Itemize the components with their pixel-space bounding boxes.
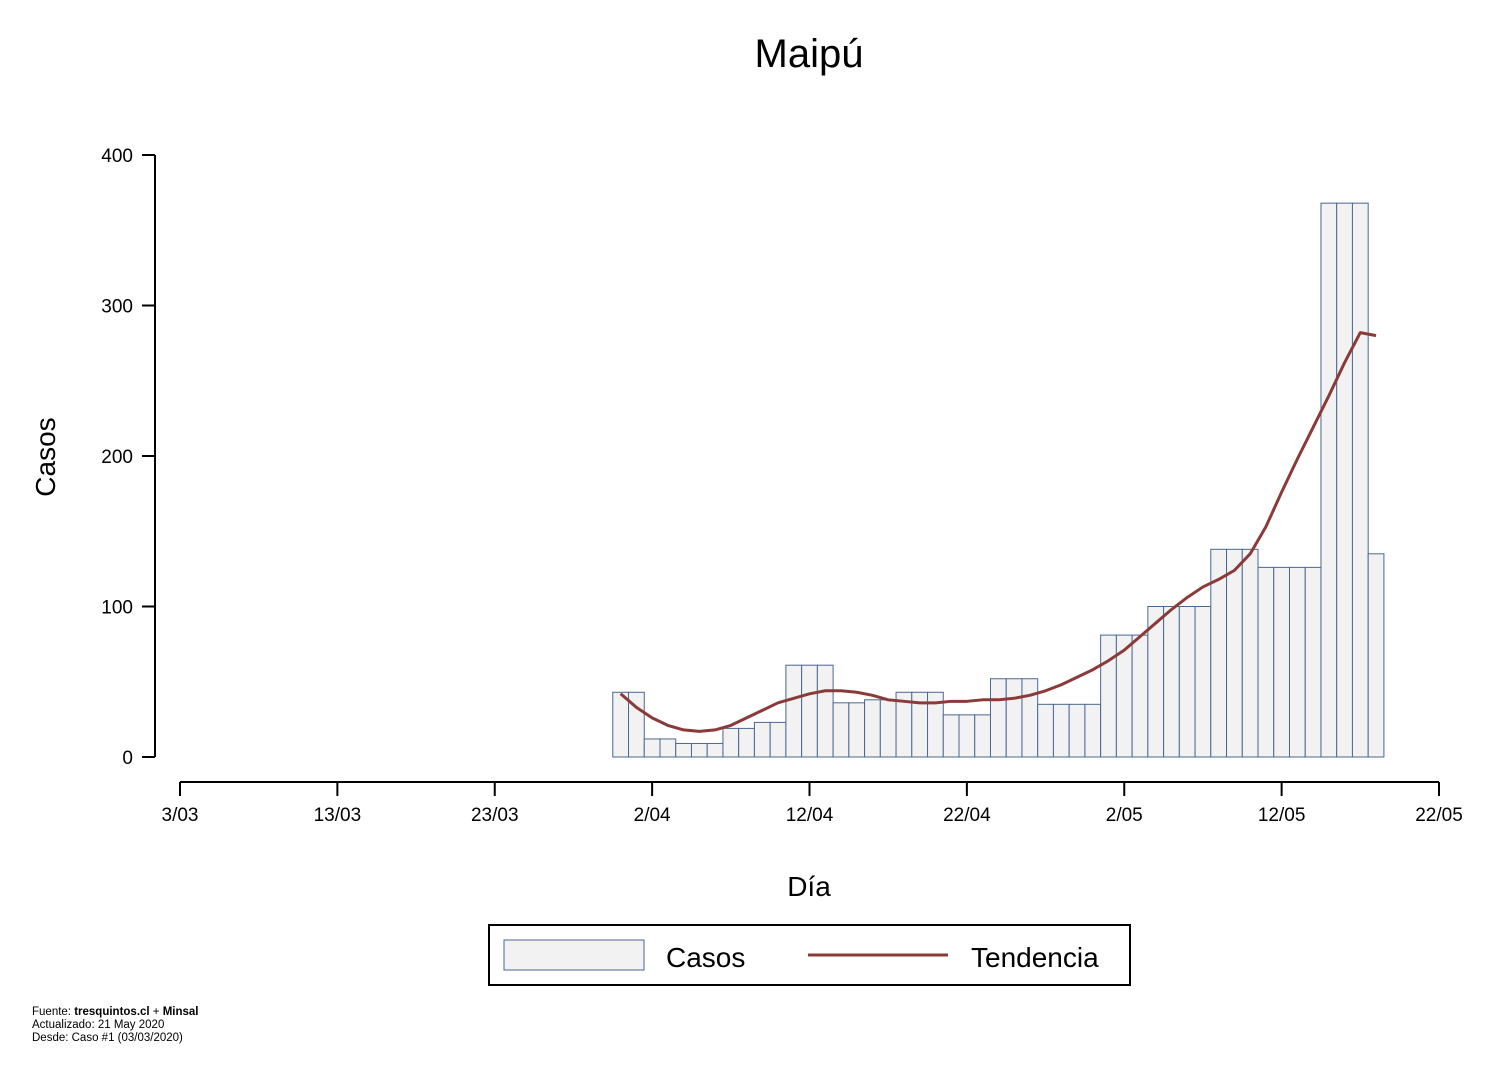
bar: [1273, 566, 1290, 758]
bar: [1163, 606, 1180, 758]
bar: [864, 699, 881, 758]
bar: [1304, 566, 1322, 758]
bar: [659, 738, 677, 758]
x-tick-label: 2/05: [1106, 805, 1143, 826]
footer-updated: Actualizado: 21 May 2020: [32, 1019, 165, 1031]
y-tick-label: 100: [101, 598, 133, 619]
bar: [706, 742, 724, 758]
bar: [1226, 548, 1243, 758]
bars-series: [612, 202, 1385, 758]
bar: [1194, 606, 1212, 758]
bar: [879, 699, 897, 758]
bar: [848, 702, 866, 758]
x-tick-label: 13/03: [314, 805, 362, 826]
x-tick-label: 12/05: [1258, 805, 1306, 826]
bar: [1068, 703, 1086, 758]
bar: [1367, 553, 1385, 758]
y-tick-label: 300: [101, 297, 133, 318]
bar: [801, 664, 818, 758]
bar: [612, 691, 630, 758]
footer-source: Fuente: tresquintos.cl + Minsal: [32, 1006, 199, 1018]
bar: [1257, 566, 1275, 758]
bar: [738, 727, 755, 758]
trend-line: [619, 331, 1377, 733]
x-tick-label: 22/05: [1415, 805, 1463, 826]
bar: [675, 742, 692, 758]
legend-label-tendencia: Tendencia: [971, 942, 1099, 973]
bar: [1037, 703, 1054, 758]
legend-swatch-casos: [503, 939, 645, 971]
bar: [1052, 703, 1070, 758]
legend: Casos Tendencia: [488, 924, 1131, 986]
bar: [1005, 678, 1023, 758]
bar: [785, 664, 803, 758]
bar: [690, 742, 708, 758]
bar: [816, 664, 834, 758]
y-tick-label: 200: [101, 447, 133, 468]
legend-label-casos: Casos: [666, 942, 745, 973]
x-axis-label: Día: [787, 871, 831, 902]
bar: [989, 678, 1007, 758]
y-axis-label: Casos: [30, 417, 61, 496]
bar: [974, 714, 991, 758]
x-axis: 3/03 13/03 23/03 2/04 12/04 22/04 2/05 12/05 22/…: [162, 781, 1463, 826]
bar: [1131, 634, 1149, 758]
x-tick-label: 12/04: [786, 805, 834, 826]
y-tick-label: 0: [122, 748, 133, 769]
bar: [832, 702, 850, 758]
x-tick-label: 3/03: [162, 805, 199, 826]
bar: [1288, 566, 1306, 758]
bar: [1351, 202, 1369, 758]
bar: [1241, 548, 1259, 758]
y-tick-label: 400: [101, 146, 133, 167]
bar: [1336, 202, 1353, 758]
x-tick-label: 2/04: [634, 805, 671, 826]
bar: [942, 714, 960, 758]
bar: [958, 714, 976, 758]
bar: [1100, 634, 1117, 758]
bar: [1021, 678, 1039, 758]
bar: [1084, 703, 1102, 758]
trend-series: [619, 331, 1377, 733]
bar: [1320, 202, 1338, 758]
x-tick-label: 22/04: [943, 805, 991, 826]
chart-title: Maipú: [755, 32, 864, 76]
footer-since: Desde: Caso #1 (03/03/2020): [32, 1032, 183, 1044]
bar: [753, 721, 771, 758]
footer: Fuente: tresquintos.cl + Minsal Actualiz…: [32, 1006, 199, 1045]
bar: [769, 721, 787, 758]
bar: [643, 738, 661, 758]
bar: [722, 727, 740, 758]
bar: [1178, 606, 1196, 758]
x-tick-label: 23/03: [471, 805, 519, 826]
y-axis: 0 100 200 300 400: [101, 146, 156, 769]
